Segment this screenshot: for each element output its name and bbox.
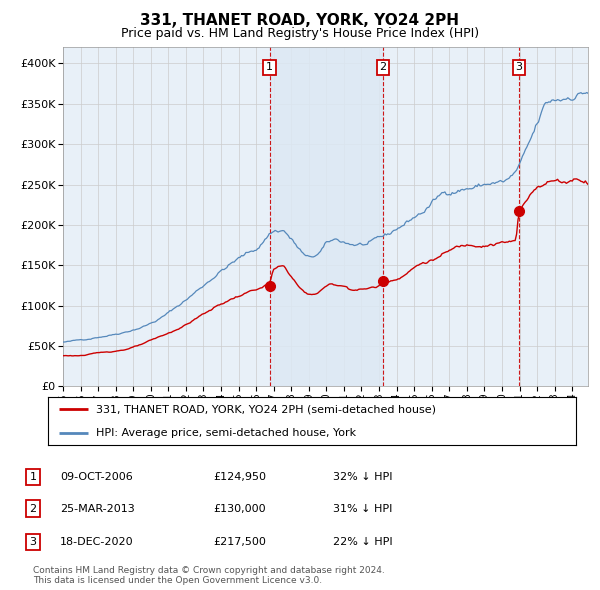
Text: 22% ↓ HPI: 22% ↓ HPI: [333, 537, 392, 546]
Text: £124,950: £124,950: [213, 472, 266, 481]
Text: 331, THANET ROAD, YORK, YO24 2PH: 331, THANET ROAD, YORK, YO24 2PH: [140, 13, 460, 28]
Text: £130,000: £130,000: [213, 504, 266, 513]
Bar: [269, 47, 383, 386]
Text: £217,500: £217,500: [213, 537, 266, 546]
Text: 2: 2: [29, 504, 37, 513]
Text: 1: 1: [29, 472, 37, 481]
Text: 2: 2: [380, 63, 386, 73]
Text: 18-DEC-2020: 18-DEC-2020: [60, 537, 134, 546]
Text: Price paid vs. HM Land Registry's House Price Index (HPI): Price paid vs. HM Land Registry's House …: [121, 27, 479, 40]
Text: 331, THANET ROAD, YORK, YO24 2PH (semi-detached house): 331, THANET ROAD, YORK, YO24 2PH (semi-d…: [95, 404, 436, 414]
Text: HPI: Average price, semi-detached house, York: HPI: Average price, semi-detached house,…: [95, 428, 356, 438]
Text: 09-OCT-2006: 09-OCT-2006: [60, 472, 133, 481]
Text: 32% ↓ HPI: 32% ↓ HPI: [333, 472, 392, 481]
Text: 25-MAR-2013: 25-MAR-2013: [60, 504, 135, 513]
Text: Contains HM Land Registry data © Crown copyright and database right 2024.
This d: Contains HM Land Registry data © Crown c…: [33, 566, 385, 585]
Text: 3: 3: [515, 63, 523, 73]
Text: 31% ↓ HPI: 31% ↓ HPI: [333, 504, 392, 513]
Text: 1: 1: [266, 63, 273, 73]
Text: 3: 3: [29, 537, 37, 546]
